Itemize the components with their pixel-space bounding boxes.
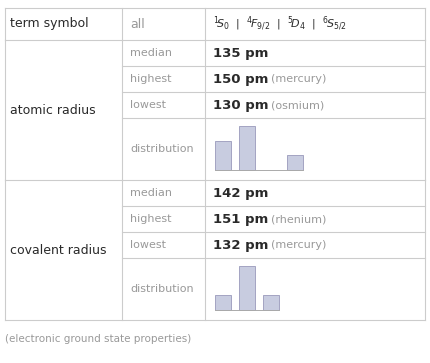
- Text: 151 pm: 151 pm: [213, 212, 268, 225]
- Text: term symbol: term symbol: [10, 17, 89, 30]
- Text: 135 pm: 135 pm: [213, 46, 268, 60]
- Text: 130 pm: 130 pm: [213, 98, 268, 111]
- Text: median: median: [130, 188, 172, 198]
- Bar: [263, 295, 279, 310]
- Text: lowest: lowest: [130, 240, 166, 250]
- Text: highest: highest: [130, 214, 172, 224]
- Text: (osmium): (osmium): [271, 100, 324, 110]
- Bar: [239, 266, 255, 310]
- Text: atomic radius: atomic radius: [10, 103, 95, 117]
- Text: covalent radius: covalent radius: [10, 244, 107, 257]
- Text: median: median: [130, 48, 172, 58]
- Text: 142 pm: 142 pm: [213, 187, 268, 200]
- Text: distribution: distribution: [130, 284, 194, 294]
- Text: highest: highest: [130, 74, 172, 84]
- Bar: [239, 126, 255, 170]
- Text: (electronic ground state properties): (electronic ground state properties): [5, 334, 191, 344]
- Text: 132 pm: 132 pm: [213, 238, 268, 252]
- Text: $^1\!S_0$  |  $^4\!F_{9/2}$  |  $^5\!D_4$  |  $^6\!S_{5/2}$: $^1\!S_0$ | $^4\!F_{9/2}$ | $^5\!D_4$ | …: [213, 15, 347, 33]
- Text: distribution: distribution: [130, 144, 194, 154]
- Text: all: all: [130, 17, 145, 30]
- Text: 150 pm: 150 pm: [213, 73, 268, 86]
- Text: lowest: lowest: [130, 100, 166, 110]
- Text: (mercury): (mercury): [271, 240, 326, 250]
- Bar: [215, 295, 231, 310]
- Bar: [215, 141, 231, 170]
- Text: (mercury): (mercury): [271, 74, 326, 84]
- Bar: [287, 155, 303, 170]
- Text: (rhenium): (rhenium): [271, 214, 326, 224]
